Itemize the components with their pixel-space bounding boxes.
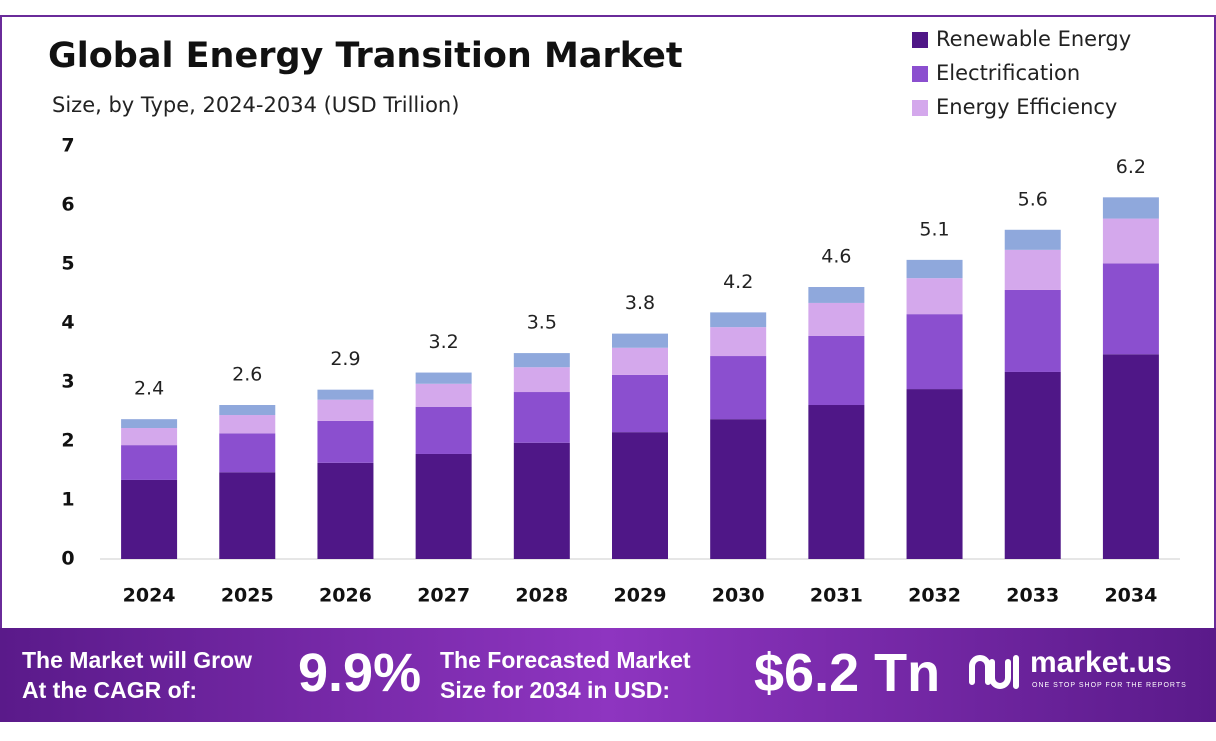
legend-label: Renewable Energy <box>936 27 1131 51</box>
bar-segment <box>219 405 276 416</box>
x-tick-label: 2030 <box>712 585 765 607</box>
bar-segment <box>513 442 570 559</box>
total-label: 3.8 <box>625 292 655 314</box>
total-label: 5.1 <box>919 218 949 240</box>
bar-segment <box>1004 371 1061 559</box>
banner: The Market will Grow At the CAGR of: 9.9%… <box>0 628 1216 722</box>
y-tick-label: 6 <box>61 194 74 216</box>
x-tick-label: 2027 <box>417 585 470 607</box>
bar-segment <box>906 314 963 390</box>
bar-segment <box>121 428 178 446</box>
bar-segment <box>1004 289 1061 372</box>
bar-segment <box>415 453 472 559</box>
tagline: ONE STOP SHOP FOR THE REPORTS <box>1032 682 1187 689</box>
text: The Forecasted Market <box>440 647 691 673</box>
chart-subtitle: Size, by Type, 2024-2034 (USD Trillion) <box>52 93 459 117</box>
bar-segment <box>906 259 963 279</box>
bar-segment <box>219 433 276 473</box>
bar-segment <box>317 399 374 421</box>
total-label: 6.2 <box>1116 156 1146 178</box>
bar-segment <box>1102 354 1159 559</box>
text: The Market will Grow <box>22 647 253 673</box>
bar-segment <box>219 415 276 434</box>
bar-segment <box>317 389 374 400</box>
chart: Global Energy Transition Market Size, by… <box>0 15 1216 628</box>
y-tick-label: 3 <box>61 371 74 393</box>
x-tick-label: 2031 <box>810 585 863 607</box>
total-label: 2.6 <box>232 364 262 386</box>
bar-segment <box>808 287 865 303</box>
total-label: 3.5 <box>527 312 557 334</box>
bar-segment <box>415 406 472 454</box>
bar-segment <box>121 479 178 559</box>
bar-segment <box>710 419 767 559</box>
logo-icon <box>969 655 1019 689</box>
bar-segment <box>710 312 767 328</box>
x-tick-label: 2033 <box>1006 585 1059 607</box>
text: At the CAGR of: <box>22 677 198 703</box>
legend-swatch <box>912 32 928 48</box>
y-tick-label: 1 <box>61 489 74 511</box>
bar-segment <box>317 420 374 463</box>
y-tick-label: 5 <box>61 253 74 275</box>
total-label: 4.2 <box>723 271 753 293</box>
cagr-text: The Market will Grow At the CAGR of: <box>22 645 252 705</box>
chart-title: Global Energy Transition Market <box>48 36 683 76</box>
bar-segment <box>121 419 178 429</box>
bar-segment <box>1004 229 1061 250</box>
text: Size for 2034 in USD: <box>440 677 671 703</box>
bar-segment <box>612 333 668 348</box>
bar-segment <box>710 327 767 357</box>
bar-segment <box>513 353 570 368</box>
bar-segment <box>612 347 668 375</box>
y-tick-label: 7 <box>61 135 74 157</box>
x-tick-label: 2028 <box>515 585 568 607</box>
total-label: 5.6 <box>1018 188 1048 210</box>
bar-segment <box>415 372 472 384</box>
bar-segment <box>906 278 963 315</box>
bar-segment <box>121 445 178 480</box>
bar-segment <box>906 389 963 559</box>
bar-segment <box>317 462 374 559</box>
frame <box>0 15 1216 628</box>
brand: market.us <box>1030 646 1172 679</box>
legend-label: Energy Efficiency <box>936 95 1117 119</box>
bar-segment <box>612 374 668 433</box>
total-label: 2.4 <box>134 378 164 400</box>
bar-segment <box>1004 249 1061 290</box>
x-tick-label: 2032 <box>908 585 961 607</box>
forecast-text: The Forecasted Market Size for 2034 in US… <box>440 645 691 705</box>
bar-segment <box>710 356 767 420</box>
bar-segment <box>1102 263 1159 355</box>
bar-segment <box>513 367 570 393</box>
bar-segment <box>415 383 472 407</box>
y-tick-label: 0 <box>61 548 74 570</box>
forecast-value: $6.2 Tn <box>754 643 941 703</box>
x-tick-label: 2025 <box>221 585 274 607</box>
bar-segment <box>808 302 865 336</box>
legend-label: Electrification <box>936 61 1080 85</box>
total-label: 3.2 <box>429 331 459 353</box>
x-tick-label: 2034 <box>1104 585 1157 607</box>
total-label: 4.6 <box>821 246 851 268</box>
cagr-value: 9.9% <box>298 643 422 703</box>
total-label: 2.9 <box>330 348 360 370</box>
x-tick-label: 2024 <box>123 585 176 607</box>
bar-segment <box>1102 218 1159 264</box>
bar-segment <box>612 432 668 559</box>
bar-segment <box>808 335 865 406</box>
legend-swatch <box>912 100 928 116</box>
bar-segment <box>1102 197 1159 219</box>
y-tick-label: 2 <box>61 430 74 452</box>
y-tick-label: 4 <box>61 312 74 334</box>
x-tick-label: 2026 <box>319 585 372 607</box>
bar-segment <box>219 472 276 559</box>
bar-segment <box>808 405 865 559</box>
legend-swatch <box>912 66 928 82</box>
bar-segment <box>513 392 570 443</box>
x-tick-label: 2029 <box>614 585 667 607</box>
